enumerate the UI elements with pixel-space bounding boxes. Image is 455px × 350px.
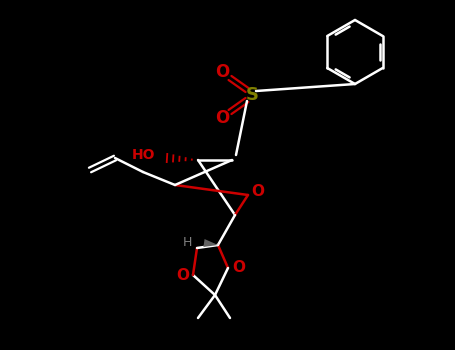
Polygon shape xyxy=(203,239,218,247)
Text: O: O xyxy=(251,184,264,200)
Text: S: S xyxy=(246,86,258,104)
Text: O: O xyxy=(176,267,189,282)
Text: O: O xyxy=(232,260,245,275)
Text: O: O xyxy=(215,109,229,127)
Text: H: H xyxy=(182,236,192,248)
Text: HO: HO xyxy=(131,148,155,162)
Text: O: O xyxy=(215,63,229,81)
